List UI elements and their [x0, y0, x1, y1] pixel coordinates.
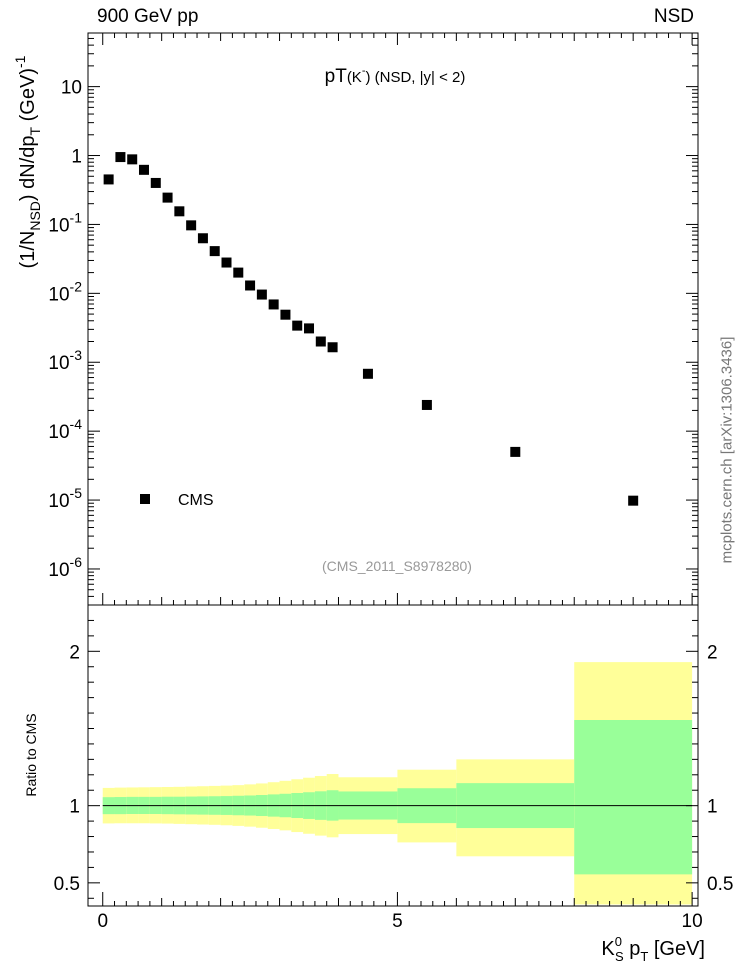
data-point	[315, 336, 326, 347]
data-point	[115, 152, 126, 163]
data-point	[197, 233, 208, 244]
header-left-label: 900 GeV pp	[97, 6, 199, 27]
x-tick-label: 10	[682, 911, 703, 932]
ratio-y-tick-label-left: 1	[69, 797, 80, 818]
x-tick-label: 0	[97, 911, 108, 932]
ratio-bands	[102, 662, 693, 905]
ratio-y-tick-label-right: 0.5	[707, 874, 733, 895]
data-point	[233, 267, 244, 278]
data-point	[362, 368, 373, 379]
data-point	[628, 495, 639, 506]
data-point	[174, 206, 185, 217]
data-point	[327, 342, 338, 353]
plot-title: pT(K-) (NSD, |y| < 2)	[325, 65, 466, 87]
x-tick-label: 5	[392, 911, 403, 932]
y-tick-label: 1	[71, 147, 82, 168]
data-point	[127, 154, 138, 165]
data-point	[268, 299, 279, 310]
ratio-plot-axes	[87, 604, 699, 907]
data-point	[221, 257, 232, 268]
cms-data-points	[103, 152, 639, 506]
data-point	[162, 192, 173, 203]
y-tick-label: 10-1	[48, 209, 82, 236]
data-point	[256, 289, 267, 300]
ratio-plot-frame	[87, 604, 699, 907]
data-point	[150, 177, 161, 188]
legend-label: CMS	[178, 492, 214, 509]
data-point	[209, 246, 220, 257]
data-point	[103, 174, 114, 185]
ratio-y-axis-label: Ratio to CMS	[23, 713, 39, 796]
data-point	[280, 309, 291, 320]
data-point	[292, 320, 303, 331]
data-point	[138, 164, 149, 175]
y-tick-label: 10-4	[48, 416, 82, 443]
y-tick-label: 10-2	[48, 278, 82, 305]
main-y-axis-label: (1/NNSD) dN/dpT (GeV)-1	[12, 55, 43, 268]
header-right-label: NSD	[653, 6, 694, 27]
data-point	[510, 446, 521, 457]
ratio-y-tick-label-right: 1	[707, 797, 718, 818]
y-tick-label: 10-3	[48, 347, 82, 374]
ratio-y-tick-label-right: 2	[707, 642, 718, 663]
ratio-y-tick-label-left: 2	[69, 642, 80, 663]
data-point	[421, 399, 432, 410]
y-tick-label: 10-5	[48, 485, 82, 512]
main-plot-axes	[87, 32, 699, 606]
inner-band-segment	[574, 719, 693, 875]
data-point	[186, 220, 197, 231]
legend-marker	[140, 494, 150, 504]
data-point	[304, 323, 315, 334]
ratio-y-tick-label-left: 0.5	[54, 874, 80, 895]
y-tick-label: 10	[61, 78, 82, 99]
x-axis-label: K0 S pT [GeV]	[601, 934, 705, 964]
y-tick-label: 10-6	[48, 554, 82, 581]
analysis-annotation: (CMS_2011_S8978280)	[322, 558, 472, 574]
data-point	[245, 280, 256, 291]
main-plot-frame	[87, 32, 699, 606]
